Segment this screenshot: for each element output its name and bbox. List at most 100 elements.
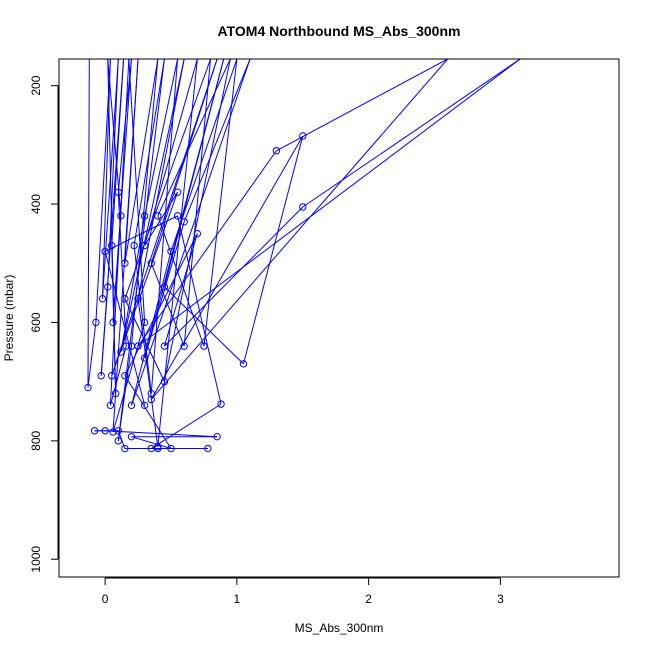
data-point [147,259,155,267]
series-line-segment [124,59,159,264]
series-line-segment [137,59,185,299]
data-point [204,444,212,453]
data-point [200,342,208,350]
data-point [239,360,248,368]
series-line-segment [111,59,218,376]
data-point [217,400,225,408]
series-line-segment [157,59,198,447]
series-line-segment [104,251,146,406]
series-line-segment [130,59,251,406]
data-point [299,203,307,211]
series-line-segment [104,215,178,252]
data-point [134,342,142,350]
series-line-segment [137,59,521,347]
y-axis-label: Pressure (mbar) [2,275,16,362]
data-point [173,212,182,220]
x-tick-label: 2 [365,592,372,606]
series-line-segment [164,206,304,347]
data-point [122,342,130,350]
series-layer [84,59,521,453]
y-tick-label: 1000 [29,546,43,573]
series-line-segment [144,59,198,246]
chart-title: ATOM4 Northbound MS_Abs_300nm [218,23,461,39]
series-line-segment [120,59,185,353]
series-line-segment [87,59,90,388]
series-line-segment [150,59,449,400]
series-line-segment [111,59,125,246]
series-line-segment [157,215,205,347]
data-point [108,241,116,250]
x-tick-label: 0 [102,592,109,606]
data-point [160,377,169,386]
data-point [90,427,99,435]
series-line-segment [124,59,212,299]
data-point [101,247,109,256]
x-tick-label: 3 [497,592,504,606]
data-point [147,395,155,404]
series-line-segment [87,322,97,388]
data-point [167,247,175,256]
data-point [140,241,149,250]
series-line-segment [242,135,304,365]
series-line-segment [137,150,277,347]
data-point [108,372,116,380]
data-point [160,342,169,350]
data-point [121,372,129,380]
series-line-segment [144,191,179,246]
data-point [140,401,149,410]
data-point [84,383,92,392]
data-point [193,229,202,238]
data-point [272,147,281,155]
data-point [114,188,122,196]
series-line-segment [276,59,448,152]
series-line-segment [163,233,198,347]
data-point [127,432,136,441]
data-point [134,295,142,303]
series-line-segment [302,59,521,208]
data-point [213,432,221,441]
series-line-segment [163,59,231,382]
series-line-segment [144,59,179,216]
data-point [106,401,115,410]
series-line-segment [150,135,304,400]
data-point [173,188,182,196]
data-point [104,283,112,291]
series-line-segment [183,59,251,222]
data-point [121,295,129,303]
data-point [127,401,136,410]
series-line-segment [183,59,212,347]
data-point [180,218,188,226]
y-tick-label: 200 [29,75,43,95]
data-point [92,318,100,327]
data-point [140,318,149,327]
data-point [154,212,162,220]
data-point [111,389,120,398]
data-point [109,318,117,327]
series-line-segment [150,403,222,449]
data-point [140,212,149,220]
data-point [109,428,117,436]
y-tick-label: 800 [29,431,43,451]
x-axis-label: MS_Abs_300nm [295,621,384,635]
data-point [114,427,122,435]
data-point [299,132,307,140]
data-point [97,372,105,380]
series-line-segment [124,233,198,376]
data-point [167,444,175,453]
axis-layer: 0 1 2 3 200 400 600 800 1000 [29,75,504,606]
x-tick-label: 1 [234,592,241,606]
series-line-segment [133,59,165,246]
data-point [117,212,125,220]
data-point [121,259,129,267]
y-tick-label: 400 [29,194,43,214]
data-point [130,241,138,250]
data-point [160,283,169,291]
series-line-segment [157,59,231,217]
y-tick-label: 600 [29,312,43,332]
series-line-segment [117,192,127,347]
series-line-segment [112,322,146,433]
plot-frame [58,58,620,578]
series-line-segment [105,430,218,438]
data-point [101,427,109,435]
